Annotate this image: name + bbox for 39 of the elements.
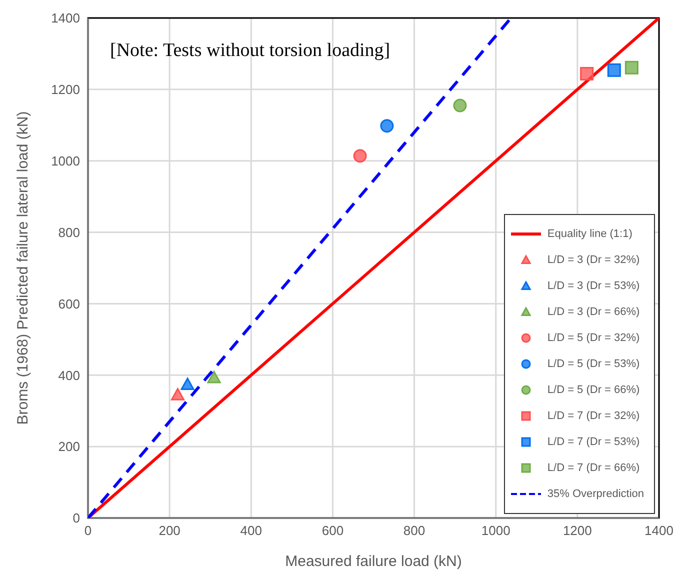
legend-label: L/D = 7 (Dr = 32%) <box>547 410 640 422</box>
legend-label: 35% Overprediction <box>547 488 644 500</box>
y-tick-label: 800 <box>58 224 80 240</box>
point <box>624 60 638 74</box>
point <box>353 149 367 163</box>
annotation: [Note: Tests without torsion loading] <box>110 40 390 62</box>
x-tick-label: 1000 <box>481 523 510 538</box>
legend-label: L/D = 7 (Dr = 66%) <box>547 462 640 474</box>
y-tick-label: 600 <box>58 296 80 312</box>
y-tick-label: 400 <box>58 368 80 383</box>
y-tick-label: 1000 <box>51 153 80 168</box>
legend-label: L/D = 5 (Dr = 32%) <box>547 332 640 344</box>
legend-label: L/D = 7 (Dr = 53%) <box>547 436 640 448</box>
x-tick-label: 600 <box>322 523 344 538</box>
x-tick-label: 1200 <box>562 523 592 538</box>
x-tick-label: 0 <box>84 523 92 538</box>
point <box>580 66 594 80</box>
y-tick-label: 0 <box>72 510 80 526</box>
point <box>170 388 184 400</box>
legend-label: L/D = 5 (Dr = 53%) <box>547 358 640 370</box>
x-tick-label: 1400 <box>644 523 674 538</box>
point <box>607 63 621 77</box>
x-tick-label: 800 <box>403 523 426 538</box>
y-tick-label: 200 <box>58 439 80 454</box>
x-tick-label: 200 <box>158 523 180 538</box>
y-axis-title: Broms (1968) Predicted failure lateral load (kN) <box>14 111 32 425</box>
x-tick-label: 400 <box>240 523 262 538</box>
y-tick-label: 1200 <box>51 82 80 98</box>
point <box>380 119 394 133</box>
legend-label: L/D = 3 (Dr = 66%) <box>547 306 640 318</box>
y-tick-label: 1400 <box>51 10 80 26</box>
point <box>207 370 221 384</box>
point <box>180 378 194 390</box>
legend-label: L/D = 5 (Dr = 66%) <box>547 384 640 396</box>
point <box>453 98 467 112</box>
legend-label: L/D = 3 (Dr = 53%) <box>547 280 640 292</box>
x-axis-title: Measured failure load (kN) <box>285 553 462 570</box>
legend-label: L/D = 3 (Dr = 32%) <box>547 254 640 266</box>
legend-label: Equality line (1:1) <box>547 228 632 240</box>
